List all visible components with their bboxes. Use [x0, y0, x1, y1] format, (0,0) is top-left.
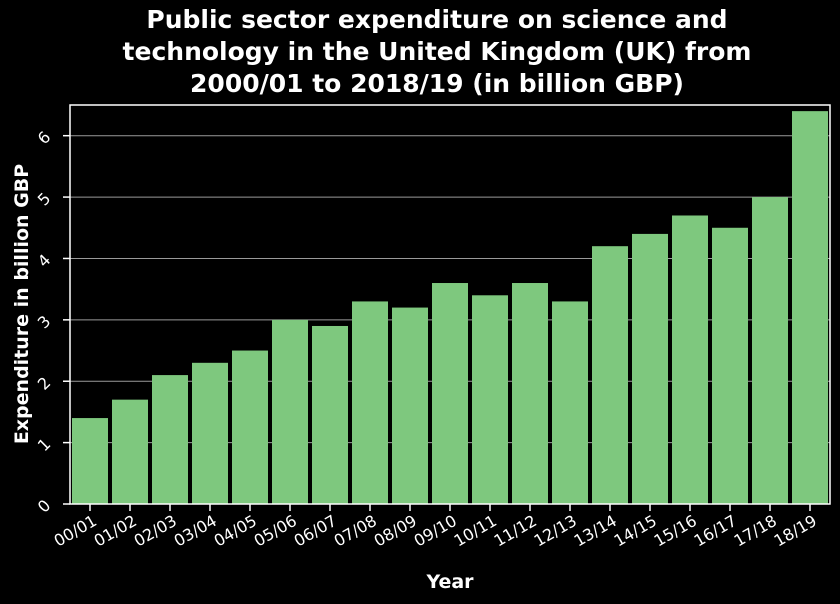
x-tick-label: 06/07 [291, 511, 340, 551]
chart-title-line-3: 2000/01 to 2018/19 (in billion GBP) [190, 69, 684, 98]
bar [672, 215, 708, 504]
bars [72, 111, 828, 505]
bar [392, 307, 428, 504]
y-axis-ticks: 0 1 2 3 4 5 6 [34, 127, 70, 516]
bar [432, 283, 468, 504]
x-tick-label: 18/19 [771, 511, 820, 551]
bar [72, 418, 108, 504]
x-tick-label: 11/12 [491, 511, 540, 551]
y-tick-label: 0 [34, 496, 55, 517]
x-tick-label: 16/17 [691, 511, 740, 551]
y-tick-label: 6 [34, 127, 55, 148]
bar [632, 233, 668, 504]
y-tick-label: 4 [34, 250, 55, 271]
x-tick-label: 04/05 [211, 511, 260, 551]
bar [472, 295, 508, 504]
bar [352, 301, 388, 504]
x-tick-label: 05/06 [251, 511, 300, 551]
x-tick-label: 14/15 [611, 511, 660, 551]
bar [792, 111, 828, 504]
x-tick-label: 01/02 [91, 511, 140, 551]
chart-title: Public sector expenditure on science and… [123, 5, 752, 98]
x-tick-label: 10/11 [451, 511, 500, 551]
bar [552, 301, 588, 504]
x-tick-label: 02/03 [131, 511, 180, 551]
bar [312, 325, 348, 504]
x-tick-label: 15/16 [651, 511, 700, 551]
bar [592, 246, 628, 504]
x-tick-label: 00/01 [51, 511, 100, 551]
bar [112, 399, 148, 504]
bar [752, 197, 788, 505]
bar [232, 350, 268, 504]
x-tick-label: 07/08 [331, 511, 380, 551]
y-tick-label: 2 [34, 373, 55, 394]
x-tick-label: 13/14 [571, 511, 620, 551]
bar [272, 319, 308, 504]
x-axis-ticks: 00/0101/0202/0303/0404/0505/0606/0707/08… [51, 504, 820, 551]
y-tick-label: 1 [34, 434, 55, 455]
x-tick-label: 09/10 [411, 511, 460, 551]
bar [192, 362, 228, 504]
x-axis-label: Year [425, 571, 474, 593]
bar [152, 375, 188, 504]
chart-title-line-1: Public sector expenditure on science and [146, 5, 727, 34]
bar [712, 227, 748, 504]
x-tick-label: 17/18 [731, 511, 780, 551]
x-tick-label: 12/13 [531, 511, 580, 551]
y-tick-label: 5 [34, 189, 55, 210]
chart-title-line-2: technology in the United Kingdom (UK) fr… [123, 37, 752, 66]
y-tick-label: 3 [34, 312, 55, 333]
y-axis-label: Expenditure in billion GBP [11, 164, 33, 444]
bar [512, 283, 548, 504]
x-tick-label: 08/09 [371, 511, 420, 551]
x-tick-label: 03/04 [171, 511, 220, 551]
